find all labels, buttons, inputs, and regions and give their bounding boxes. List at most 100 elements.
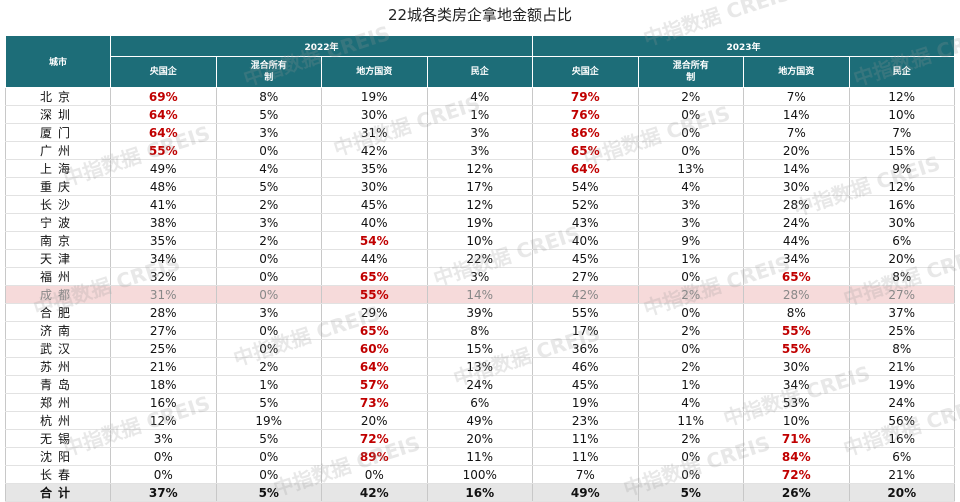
city-cell: 郑州	[5, 393, 111, 412]
value-cell: 16%	[426, 483, 533, 502]
value-cell: 27%	[532, 267, 639, 286]
value-cell: 4%	[426, 87, 533, 106]
value-cell: 5%	[215, 483, 322, 502]
value-cell: 0%	[637, 339, 744, 358]
value-cell: 69%	[110, 87, 217, 106]
value-cell: 19%	[848, 375, 955, 394]
table-row: 成都 31% 0% 55% 14% 42% 2% 28% 27%	[5, 285, 955, 304]
city-cell: 合肥	[5, 303, 111, 322]
value-cell: 2%	[215, 195, 322, 214]
value-cell: 39%	[426, 303, 533, 322]
value-cell: 20%	[321, 411, 428, 430]
value-cell: 6%	[426, 393, 533, 412]
value-cell: 14%	[426, 285, 533, 304]
value-cell: 44%	[321, 249, 428, 268]
value-cell: 27%	[848, 285, 955, 304]
city-cell: 杭州	[5, 411, 111, 430]
value-cell: 0%	[637, 267, 744, 286]
city-cell: 宁波	[5, 213, 111, 232]
value-cell: 64%	[110, 123, 217, 142]
value-cell: 10%	[848, 105, 955, 124]
value-cell: 9%	[848, 159, 955, 178]
value-cell: 10%	[426, 231, 533, 250]
city-cell: 济南	[5, 321, 111, 340]
value-cell: 10%	[743, 411, 850, 430]
value-cell: 20%	[426, 429, 533, 448]
value-cell: 3%	[215, 123, 322, 142]
value-cell: 14%	[743, 105, 850, 124]
value-cell: 100%	[426, 465, 533, 484]
value-cell: 56%	[848, 411, 955, 430]
value-cell: 30%	[321, 177, 428, 196]
value-cell: 12%	[848, 87, 955, 106]
value-cell: 18%	[110, 375, 217, 394]
value-cell: 24%	[743, 213, 850, 232]
value-cell: 30%	[743, 177, 850, 196]
value-cell: 5%	[215, 177, 322, 196]
value-cell: 31%	[321, 123, 428, 142]
value-cell: 8%	[848, 339, 955, 358]
table-row: 杭州 12% 19% 20% 49% 23% 11% 10% 56%	[5, 411, 955, 430]
value-cell: 16%	[848, 195, 955, 214]
value-cell: 0%	[637, 105, 744, 124]
table-row: 福州 32% 0% 65% 3% 27% 0% 65% 8%	[5, 267, 955, 286]
city-cell: 厦门	[5, 123, 111, 142]
value-cell: 5%	[215, 105, 322, 124]
value-cell: 44%	[743, 231, 850, 250]
value-cell: 35%	[110, 231, 217, 250]
value-cell: 3%	[110, 429, 217, 448]
value-cell: 2%	[215, 357, 322, 376]
value-cell: 14%	[743, 159, 850, 178]
city-cell: 南京	[5, 231, 111, 250]
value-cell: 16%	[110, 393, 217, 412]
column-header: 央国企	[110, 56, 217, 88]
city-cell: 深圳	[5, 105, 111, 124]
value-cell: 22%	[426, 249, 533, 268]
city-cell: 上海	[5, 159, 111, 178]
value-cell: 12%	[848, 177, 955, 196]
value-cell: 0%	[637, 123, 744, 142]
value-cell: 64%	[321, 357, 428, 376]
table-row: 合肥 28% 3% 29% 39% 55% 0% 8% 37%	[5, 303, 955, 322]
column-header: 央国企	[532, 56, 639, 88]
city-cell: 长沙	[5, 195, 111, 214]
value-cell: 49%	[426, 411, 533, 430]
value-cell: 0%	[215, 249, 322, 268]
value-cell: 11%	[426, 447, 533, 466]
value-cell: 36%	[532, 339, 639, 358]
title: 22城各类房企拿地金额占比	[387, 6, 573, 24]
table-row: 沈阳 0% 0% 89% 11% 11% 0% 84% 6%	[5, 447, 955, 466]
value-cell: 30%	[848, 213, 955, 232]
value-cell: 34%	[743, 375, 850, 394]
value-cell: 15%	[426, 339, 533, 358]
value-cell: 9%	[637, 231, 744, 250]
value-cell: 55%	[743, 339, 850, 358]
value-cell: 27%	[110, 321, 217, 340]
value-cell: 0%	[321, 465, 428, 484]
city-cell: 天津	[5, 249, 111, 268]
value-cell: 20%	[848, 483, 955, 502]
value-cell: 35%	[321, 159, 428, 178]
value-cell: 43%	[532, 213, 639, 232]
table-row: 青岛 18% 1% 57% 24% 45% 1% 34% 19%	[5, 375, 955, 394]
city-cell: 沈阳	[5, 447, 111, 466]
value-cell: 49%	[532, 483, 639, 502]
value-cell: 3%	[215, 213, 322, 232]
value-cell: 0%	[215, 141, 322, 160]
table-row: 南京 35% 2% 54% 10% 40% 9% 44% 6%	[5, 231, 955, 250]
value-cell: 23%	[532, 411, 639, 430]
value-cell: 0%	[215, 465, 322, 484]
value-cell: 21%	[110, 357, 217, 376]
value-cell: 89%	[321, 447, 428, 466]
value-cell: 40%	[532, 231, 639, 250]
table-row: 无锡 3% 5% 72% 20% 11% 2% 71% 16%	[5, 429, 955, 448]
value-cell: 24%	[426, 375, 533, 394]
year-header: 2023年	[532, 35, 955, 57]
value-cell: 0%	[637, 465, 744, 484]
value-cell: 34%	[110, 249, 217, 268]
value-cell: 65%	[321, 321, 428, 340]
value-cell: 72%	[743, 465, 850, 484]
header-cell: 城市	[5, 35, 111, 88]
column-header: 地方国资	[321, 56, 428, 88]
value-cell: 79%	[532, 87, 639, 106]
